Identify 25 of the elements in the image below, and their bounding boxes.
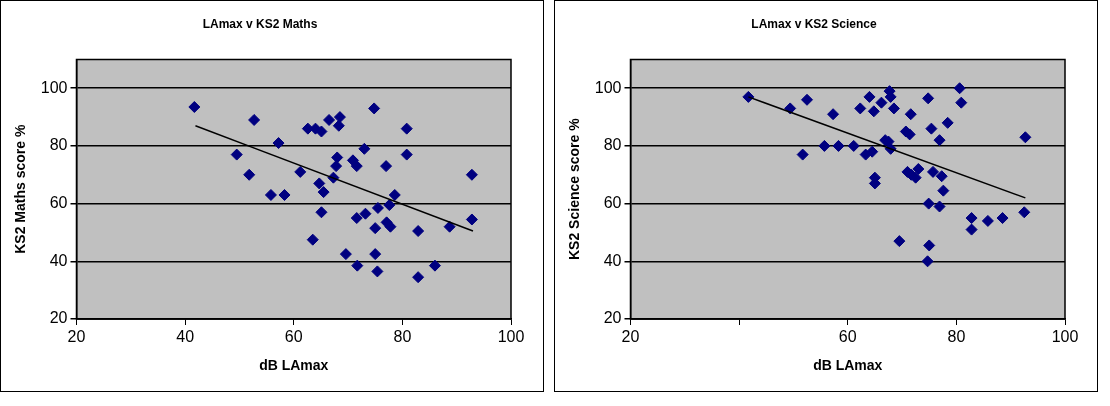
x-axis-title: dB LAmax xyxy=(813,357,883,374)
x-tick-label: 100 xyxy=(1051,328,1079,346)
y-tick-label: 60 xyxy=(603,194,622,212)
chart-title: LAmax v KS2 Maths xyxy=(202,16,318,31)
y-tick-label: 80 xyxy=(49,136,68,154)
x-tick-label: 60 xyxy=(838,328,857,346)
y-tick-label: 100 xyxy=(40,78,68,96)
x-tick-label: 20 xyxy=(67,328,86,346)
x-axis-title: dB LAmax xyxy=(259,357,329,374)
y-tick-label: 60 xyxy=(49,194,68,212)
y-tick-label: 20 xyxy=(49,309,68,327)
y-tick-label: 80 xyxy=(603,136,622,154)
x-tick-label: 80 xyxy=(393,328,412,346)
x-tick-label: 100 xyxy=(497,328,525,346)
y-tick-label: 100 xyxy=(594,78,622,96)
y-tick-label: 40 xyxy=(49,251,68,269)
y-tick-label: 40 xyxy=(603,251,622,269)
chart-title: LAmax v KS2 Science xyxy=(751,16,878,31)
y-tick-label: 20 xyxy=(603,309,622,327)
x-tick-label: 20 xyxy=(621,328,640,346)
x-tick-label: 80 xyxy=(947,328,966,346)
x-tick-label: 60 xyxy=(284,328,303,346)
y-axis-title: KS2 Science score % xyxy=(566,117,583,261)
x-tick-label: 40 xyxy=(176,328,195,346)
y-axis-title: KS2 Maths score % xyxy=(12,124,29,254)
